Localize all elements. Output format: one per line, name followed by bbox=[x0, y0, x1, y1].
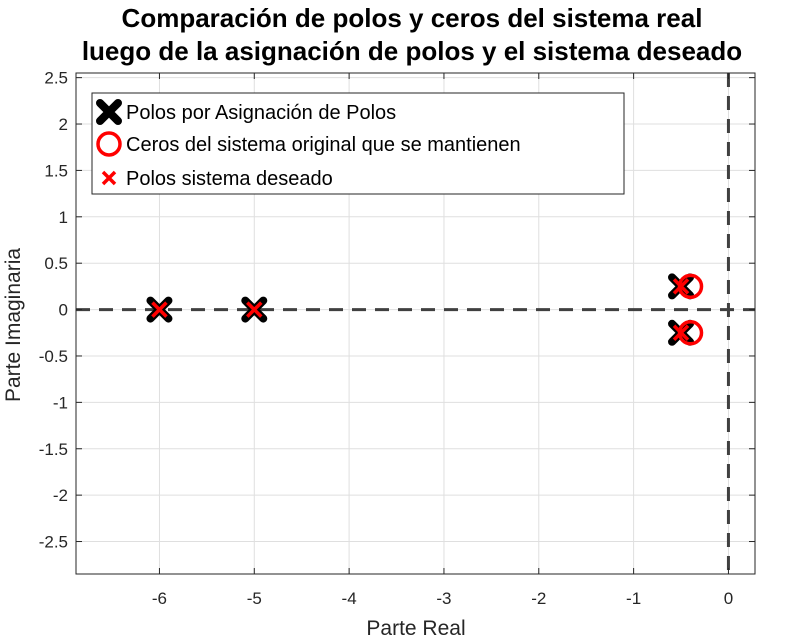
y-tick-label: 1 bbox=[59, 208, 68, 227]
y-tick-label: 1.5 bbox=[44, 161, 68, 180]
legend-label-0: Polos por Asignación de Polos bbox=[126, 102, 396, 124]
pole-desired-point bbox=[246, 301, 263, 318]
x-tick-label: -1 bbox=[626, 589, 641, 608]
legend-icon-red-x bbox=[101, 170, 117, 186]
x-tick-label: -3 bbox=[436, 589, 451, 608]
x-tick-label: -4 bbox=[342, 589, 357, 608]
y-tick-label: -0.5 bbox=[39, 347, 68, 366]
y-tick-label: -1 bbox=[53, 393, 68, 412]
chart-title-line-1: Comparación de polos y ceros del sistema… bbox=[122, 3, 703, 33]
legend: Polos por Asignación de Polos Ceros del … bbox=[91, 92, 625, 195]
y-axis-label: Parte Imaginaria bbox=[2, 248, 25, 402]
legend-marker-black-x bbox=[96, 99, 122, 125]
y-tick-label: -1.5 bbox=[39, 440, 68, 459]
pole-desired-point bbox=[672, 278, 690, 295]
legend-icon-black-x bbox=[96, 99, 122, 125]
y-tick-label: 2.5 bbox=[44, 69, 68, 88]
legend-marker-red-x bbox=[101, 170, 117, 186]
x-tick-label: -2 bbox=[531, 589, 546, 608]
x-axis-label: Parte Real bbox=[366, 617, 465, 639]
x-tick-label: -6 bbox=[152, 589, 167, 608]
legend-box bbox=[91, 92, 625, 195]
legend-label-2: Polos sistema deseado bbox=[126, 168, 333, 190]
reference-lines bbox=[76, 73, 755, 574]
y-tick-label: 0 bbox=[59, 301, 68, 320]
legend-label-1: Ceros del sistema original que se mantie… bbox=[126, 134, 521, 156]
chart-title-line-2: luego de la asignación de polos y el sis… bbox=[82, 36, 742, 66]
y-tick-label: -2 bbox=[53, 486, 68, 505]
y-tick-label: 0.5 bbox=[44, 254, 68, 273]
pole-desired-point bbox=[151, 301, 168, 318]
pole-desired-point bbox=[672, 324, 690, 342]
axes-frame bbox=[75, 72, 756, 575]
axis-ticks: -6 -5 -4 -3 -2 -1 0 -2.5 -2 -1.5 -1 -0.5 0 0.5 1 1.5 2 2.… bbox=[39, 69, 755, 608]
x-tick-label: 0 bbox=[724, 589, 733, 608]
legend-icon-red-circle bbox=[96, 131, 122, 157]
data-marks bbox=[146, 273, 704, 346]
y-tick-label: -2.5 bbox=[39, 533, 68, 552]
legend-marker-black-x-stroke bbox=[96, 99, 122, 125]
y-tick-label: 2 bbox=[59, 115, 68, 134]
legend-marker-red-circle bbox=[96, 131, 122, 157]
x-tick-label: -5 bbox=[247, 589, 262, 608]
